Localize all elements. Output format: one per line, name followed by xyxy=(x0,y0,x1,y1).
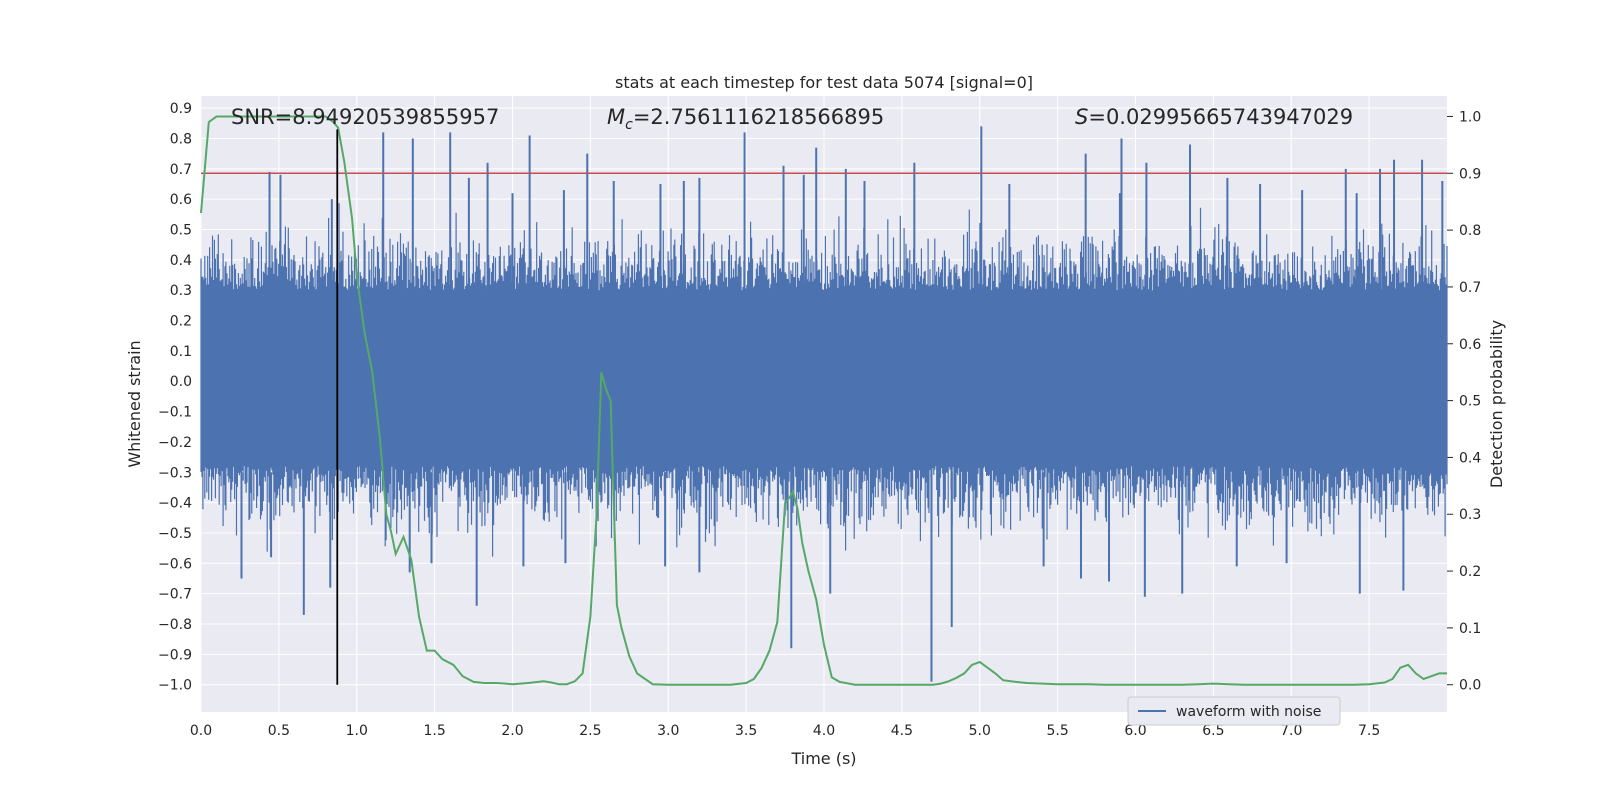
x-tick-label: 4.5 xyxy=(891,723,913,739)
y-tick-label: 0.9 xyxy=(170,101,192,117)
y-tick-label: −0.5 xyxy=(158,526,192,542)
y-axis-label: Whitened strain xyxy=(125,340,144,467)
y-tick-label: 0.0 xyxy=(170,374,192,390)
y-tick-label: 0.5 xyxy=(170,223,192,239)
y-tick-label: 0.1 xyxy=(170,344,192,360)
x-tick-label: 5.5 xyxy=(1046,723,1068,739)
y-tick-label: −0.4 xyxy=(158,496,192,512)
x-tick-label: 7.0 xyxy=(1280,723,1302,739)
y-tick-label: −0.8 xyxy=(158,617,192,633)
chirp-mass-value: =2.7561116218566895 xyxy=(633,105,884,129)
waveform-core xyxy=(201,293,1447,464)
y2-axis-label: Detection probability xyxy=(1487,320,1506,488)
y-tick-label: −0.7 xyxy=(158,587,192,603)
y-tick-label: −0.9 xyxy=(158,647,192,663)
y2-tick-label: 0.3 xyxy=(1459,507,1481,523)
snr-annotation: SNR=8.94920539855957 xyxy=(231,105,499,129)
x-tick-label: 2.0 xyxy=(501,723,523,739)
y-tick-label: 0.3 xyxy=(170,283,192,299)
x-tick-label: 6.5 xyxy=(1202,723,1224,739)
chirp-mass-symbol: M xyxy=(607,105,625,129)
y2-tick-label: 0.1 xyxy=(1459,621,1481,637)
x-tick-label: 3.5 xyxy=(735,723,757,739)
x-tick-label: 5.0 xyxy=(969,723,991,739)
s-annotation: S=0.02995665743947029 xyxy=(1075,105,1353,129)
x-tick-label: 1.5 xyxy=(423,723,445,739)
y2-axis-ticks: 1.0 0.9 0.8 0.7 0.6 0.5 0.4 0.3 0.2 0.1 0.0 xyxy=(1447,109,1481,694)
y2-tick-label: 0.5 xyxy=(1459,394,1481,410)
y-tick-label: 0.2 xyxy=(170,314,192,330)
y-tick-label: 0.8 xyxy=(170,131,192,147)
y-tick-label: −0.2 xyxy=(158,435,192,451)
series-detection-probability xyxy=(200,115,1447,686)
y-tick-label: 0.4 xyxy=(170,253,192,269)
s-symbol: S xyxy=(1075,105,1088,129)
x-tick-label: 0.0 xyxy=(190,723,212,739)
y2-tick-label: 0.7 xyxy=(1459,280,1481,296)
y-axis-ticks: 0.9 0.8 0.7 0.6 0.5 0.4 0.3 0.2 0.1 0.0 −0.1 −0.2 −0… xyxy=(158,101,192,694)
legend: waveform with noise xyxy=(1127,696,1341,726)
series-waveform-with-noise xyxy=(200,126,1448,682)
y2-tick-label: 0.2 xyxy=(1459,564,1481,580)
y2-tick-label: 0.4 xyxy=(1459,450,1481,466)
y-tick-label: −0.6 xyxy=(158,556,192,572)
chirp-mass-subscript: c xyxy=(625,117,633,133)
y-tick-label: 0.7 xyxy=(170,162,192,178)
y2-tick-label: 0.9 xyxy=(1459,166,1481,182)
y2-tick-label: 0.8 xyxy=(1459,223,1481,239)
s-value: =0.02995665743947029 xyxy=(1088,105,1353,129)
chirp-mass-annotation: Mc=2.7561116218566895 xyxy=(607,105,884,133)
legend-box xyxy=(1127,696,1341,726)
y2-tick-label: 1.0 xyxy=(1459,109,1481,125)
x-tick-label: 7.5 xyxy=(1358,723,1380,739)
x-tick-label: 0.5 xyxy=(268,723,290,739)
y-tick-label: −0.3 xyxy=(158,465,192,481)
x-tick-label: 6.0 xyxy=(1124,723,1146,739)
x-tick-label: 3.0 xyxy=(657,723,679,739)
x-tick-label: 4.0 xyxy=(813,723,835,739)
y2-tick-label: 0.6 xyxy=(1459,337,1481,353)
y-tick-label: −0.1 xyxy=(158,405,192,421)
legend-label-waveform: waveform with noise xyxy=(1176,704,1321,720)
x-tick-label: 1.0 xyxy=(346,723,368,739)
chart-title: stats at each timestep for test data 507… xyxy=(615,73,1033,92)
x-axis-ticks: 0.0 0.5 1.0 1.5 2.0 2.5 3.0 3.5 4.0 4.5 5.0 5.5 6.0 6… xyxy=(190,723,1380,739)
x-tick-label: 2.5 xyxy=(579,723,601,739)
x-axis-label: Time (s) xyxy=(790,749,856,768)
y-tick-label: −1.0 xyxy=(158,678,192,694)
y-tick-label: 0.6 xyxy=(170,192,192,208)
y2-tick-label: 0.0 xyxy=(1459,678,1481,694)
